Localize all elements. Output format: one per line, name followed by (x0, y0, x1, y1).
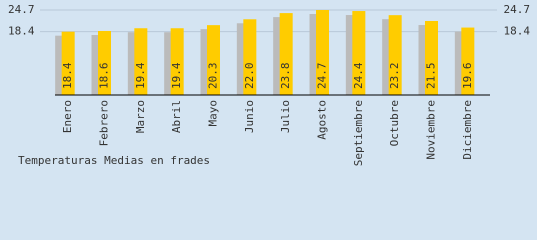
background (0, 0, 537, 174)
x-tick-label: Julio (279, 100, 292, 133)
bar-shadow (382, 19, 394, 96)
x-tick-label: Octubre (388, 100, 401, 146)
bar (134, 28, 148, 95)
bar (98, 30, 111, 95)
bar-shadow (418, 25, 430, 95)
bar-shadow (91, 34, 103, 95)
value-label: 18.4 (61, 62, 74, 89)
y-tick-label-right: 18.4 (504, 25, 531, 38)
bar (279, 13, 293, 95)
x-tick-label: Junio (243, 100, 256, 133)
x-tick-label: Abril (170, 100, 183, 133)
value-label: 20.3 (207, 63, 220, 90)
bar (352, 11, 366, 96)
y-tick-label: 18.4 (8, 25, 35, 38)
value-label: 19.4 (134, 62, 147, 89)
bar-shadow (236, 23, 248, 96)
x-tick-label: Mayo (207, 100, 220, 127)
x-tick-label: Enero (61, 100, 74, 133)
chart-title: Temperaturas Medias en frades (18, 154, 210, 167)
bar-shadow (309, 14, 321, 95)
bar-shadow (55, 35, 67, 95)
bar-shadow (164, 32, 176, 95)
bar-shadow (127, 32, 139, 95)
value-label: 19.6 (461, 63, 474, 90)
bar (61, 31, 75, 96)
bar-shadow (454, 31, 466, 96)
value-label: 23.2 (388, 63, 401, 90)
x-tick-label: Noviembre (425, 100, 438, 160)
value-label: 24.7 (316, 63, 329, 90)
y-tick-label-right: 24.7 (504, 3, 531, 16)
bar (425, 21, 438, 95)
x-tick-label: Septiembre (352, 100, 365, 166)
bar (388, 15, 402, 96)
value-label: 23.8 (279, 63, 292, 90)
bar-shadow (345, 15, 357, 96)
bar (243, 19, 257, 96)
page: Temperaturas Medias en frades 18.4 18.4 24… (0, 0, 537, 174)
bar (170, 28, 184, 95)
x-tick-label: Marzo (134, 100, 147, 133)
value-label: 22.0 (243, 63, 256, 90)
x-tick-label: Febrero (98, 100, 111, 146)
x-tick-label: Diciembre (461, 100, 474, 160)
bar (207, 25, 220, 95)
bar (316, 10, 329, 95)
bar-shadow (200, 29, 212, 95)
value-label: 19.4 (170, 62, 183, 89)
bar-shadow (273, 17, 285, 95)
value-label: 24.4 (352, 62, 365, 89)
chart: Temperaturas Medias en frades 18.4 18.4 24… (0, 0, 537, 174)
y-tick-label: 24.7 (8, 3, 35, 16)
value-label: 18.6 (98, 63, 111, 90)
bar (461, 27, 475, 96)
x-tick-label: Agosto (316, 100, 329, 140)
value-label: 21.5 (425, 63, 438, 90)
